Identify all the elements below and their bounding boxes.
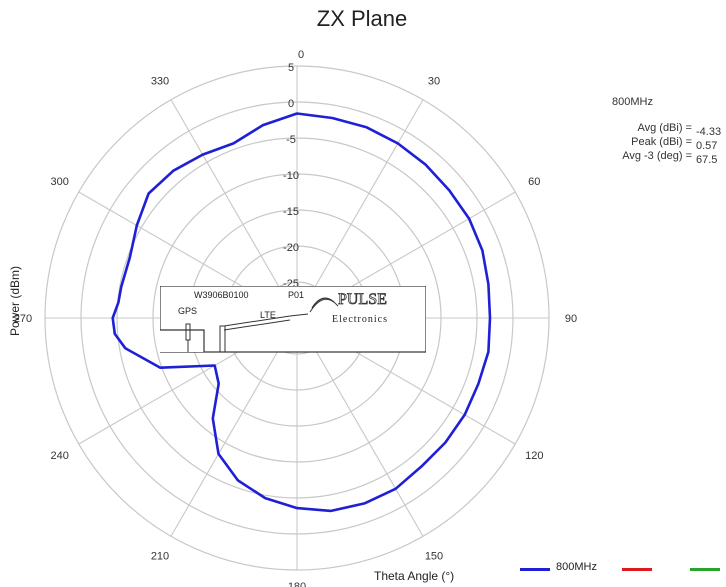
series-line-0 <box>111 112 492 513</box>
legend-swatch <box>520 568 550 571</box>
angle-label: 60 <box>528 176 540 188</box>
legend-label: 800MHz <box>556 561 597 573</box>
angle-label: 330 <box>151 76 169 88</box>
legend-swatch <box>690 568 720 571</box>
angle-label: 300 <box>51 176 69 188</box>
radial-tick-label: -15 <box>283 206 299 218</box>
stats-value: 67.5 <box>696 154 718 166</box>
x-axis-label: Theta Angle (°) <box>374 569 455 583</box>
chart-title: ZX Plane <box>316 6 408 31</box>
grid-spoke <box>170 317 298 537</box>
angle-label: 30 <box>428 76 440 88</box>
radial-tick-label: 0 <box>288 98 294 110</box>
radial-tick-label: -10 <box>283 170 299 182</box>
logo-brand: PULSE <box>338 291 387 308</box>
angle-labels: 0 30 60 90 120 150 180 210 240 270 300 330 <box>14 49 577 587</box>
angle-label: 90 <box>565 313 577 325</box>
stats-row-avg3: Avg -3 (deg) = 67.5 <box>560 150 726 166</box>
angle-label: 270 <box>14 313 32 325</box>
logo-gps: GPS <box>178 306 197 316</box>
angle-label: 0 <box>298 49 304 61</box>
angle-label: 240 <box>51 450 69 462</box>
antenna-logo-image: W3906B0100 P01 GPS LTE PULSE Electronics <box>159 285 427 354</box>
angle-label: 150 <box>425 550 443 562</box>
logo-rev: P01 <box>288 290 304 300</box>
angle-label: 210 <box>151 550 169 562</box>
stats-label: Avg (dBi) = <box>637 122 692 134</box>
legend: 800MHz <box>520 561 726 577</box>
stats-label: Avg -3 (deg) = <box>622 150 692 162</box>
grid-spoke <box>296 317 424 537</box>
stats-label: Peak (dBi) = <box>631 136 692 148</box>
stats-value: 0.57 <box>696 140 718 152</box>
stats-row-peak: Peak (dBi) = 0.57 <box>560 136 726 152</box>
logo-lte: LTE <box>260 310 276 320</box>
series-layer <box>111 112 492 513</box>
radial-tick-label: -20 <box>283 242 299 254</box>
grid-spoke <box>170 99 298 319</box>
legend-swatch <box>622 568 652 571</box>
logo-sub: Electronics <box>332 314 388 325</box>
angle-label: 120 <box>525 450 543 462</box>
stats-value: -4.33 <box>696 126 722 138</box>
angle-label: 180 <box>288 581 306 587</box>
stats-row-avg: Avg (dBi) = -4.33 <box>560 122 726 138</box>
stats-frequency: 800MHz <box>612 96 653 108</box>
y-axis-label: Power (dBm) <box>8 266 22 337</box>
grid-spoke <box>296 99 424 319</box>
logo-model: W3906B0100 <box>194 290 249 300</box>
radial-tick-label: -5 <box>286 134 296 146</box>
radial-tick-label: 5 <box>288 62 294 74</box>
